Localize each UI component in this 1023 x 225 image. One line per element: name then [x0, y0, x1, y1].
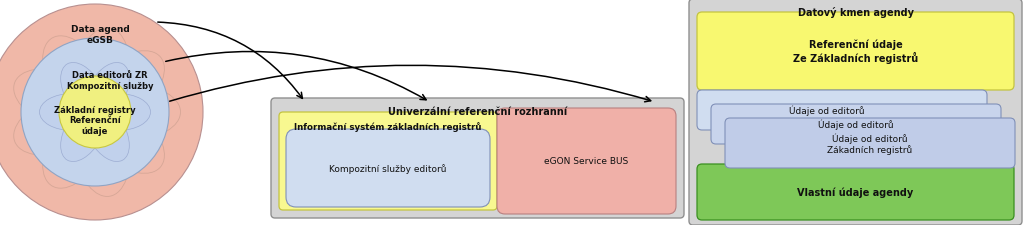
FancyBboxPatch shape [725, 119, 1015, 168]
Ellipse shape [43, 37, 109, 123]
Ellipse shape [60, 103, 106, 162]
Text: Referenční údaje
Ze Základních registrů: Referenční údaje Ze Základních registrů [793, 40, 918, 64]
Text: Údaje od editorů
Zákadních registrů: Údaje od editorů Zákadních registrů [828, 133, 913, 154]
Ellipse shape [40, 94, 104, 131]
Text: Údaje od editorů: Údaje od editorů [789, 105, 864, 116]
Ellipse shape [74, 103, 130, 197]
Ellipse shape [74, 28, 130, 122]
Ellipse shape [86, 94, 150, 131]
Ellipse shape [60, 63, 106, 122]
Text: Základní registry
Referenční
údaje: Základní registry Referenční údaje [54, 106, 136, 135]
Text: Údaje od editorů: Údaje od editorů [818, 119, 894, 130]
Text: Data editorů ZR
Kompozitní služby: Data editorů ZR Kompozitní služby [66, 71, 153, 90]
Circle shape [0, 5, 203, 220]
Ellipse shape [43, 102, 109, 188]
Ellipse shape [84, 103, 129, 162]
FancyBboxPatch shape [690, 0, 1022, 225]
Text: Kompozitní služby editorů: Kompozitní služby editorů [329, 163, 447, 173]
Text: Informační systém základních registrů: Informační systém základních registrů [295, 122, 482, 131]
FancyBboxPatch shape [697, 164, 1014, 220]
FancyBboxPatch shape [697, 13, 1014, 91]
Ellipse shape [84, 52, 165, 125]
Circle shape [59, 77, 131, 148]
Ellipse shape [13, 95, 105, 155]
Ellipse shape [13, 70, 105, 130]
FancyBboxPatch shape [497, 108, 676, 214]
FancyBboxPatch shape [279, 112, 497, 210]
FancyBboxPatch shape [697, 91, 987, 130]
FancyBboxPatch shape [286, 129, 490, 207]
Ellipse shape [84, 100, 165, 173]
Text: Vlastní údaje agendy: Vlastní údaje agendy [797, 187, 914, 197]
Text: Univerzální referenční rozhranní: Univerzální referenční rozhranní [388, 106, 567, 117]
Text: Data agend
eGSB: Data agend eGSB [71, 25, 129, 45]
FancyBboxPatch shape [711, 105, 1000, 144]
Text: Datový kmen agendy: Datový kmen agendy [798, 7, 914, 18]
Ellipse shape [86, 86, 180, 139]
Circle shape [21, 39, 169, 186]
Ellipse shape [84, 63, 129, 122]
Text: eGON Service BUS: eGON Service BUS [544, 157, 628, 166]
FancyBboxPatch shape [271, 99, 684, 218]
